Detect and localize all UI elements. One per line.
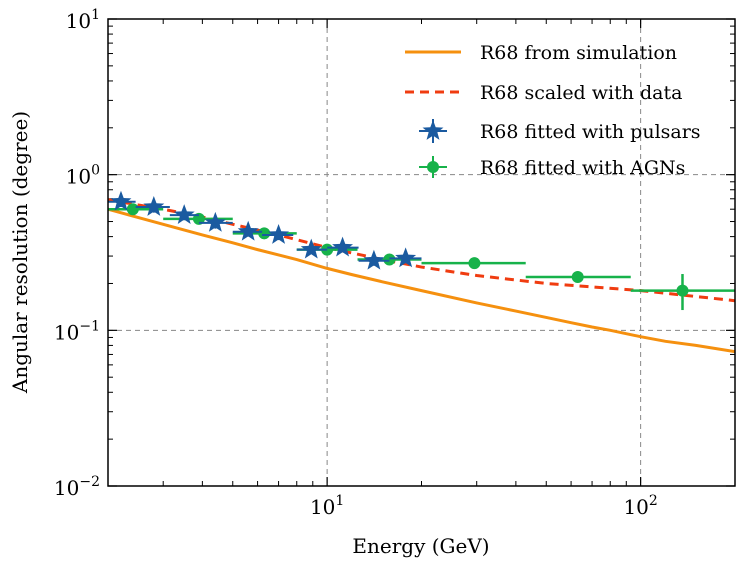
pulsar-point: [110, 190, 132, 211]
x-axis-title: Energy (GeV): [352, 534, 489, 558]
agn-point: [126, 203, 139, 216]
agn-point: [676, 284, 689, 297]
x-tick-label: 102: [623, 493, 657, 519]
legend-swatch-agns: [419, 156, 447, 178]
pulsar-point: [332, 236, 354, 257]
legend-label-scaled: R68 scaled with data: [480, 82, 682, 104]
pulsar-point: [300, 238, 322, 259]
plot-frame: [107, 18, 736, 487]
legend: R68 from simulation R68 scaled with data…: [405, 42, 701, 179]
agn-point: [258, 227, 271, 240]
grid-lines: [108, 19, 735, 486]
y-tick-label: 101: [66, 7, 100, 33]
agn-point: [571, 271, 584, 284]
y-axis-title: Angular resolution (degree): [8, 111, 32, 394]
legend-label-agns: R68 fitted with AGNs: [480, 157, 685, 179]
y-tick-label: 10−2: [54, 474, 100, 500]
pulsar-point: [395, 247, 417, 268]
pulsar-point: [173, 204, 195, 224]
pulsar-point: [268, 223, 290, 244]
agn-point: [468, 257, 481, 270]
simulation-curve: [108, 207, 735, 354]
pulsar-point: [143, 195, 165, 216]
minor-ticks: [108, 19, 735, 486]
pulsar-point: [204, 211, 226, 232]
data-series: [108, 190, 735, 354]
x-tick-label: 101: [310, 493, 344, 519]
agn-point: [383, 253, 396, 266]
pulsar-point: [363, 249, 385, 270]
y-tick-label: 100: [66, 163, 100, 189]
legend-swatch-pulsars: [419, 119, 447, 143]
legend-label-simulation: R68 from simulation: [480, 42, 677, 64]
legend-label-pulsars: R68 fitted with pulsars: [480, 121, 701, 143]
pulsar-point: [237, 220, 259, 241]
y-tick-label: 10−1: [54, 318, 100, 344]
